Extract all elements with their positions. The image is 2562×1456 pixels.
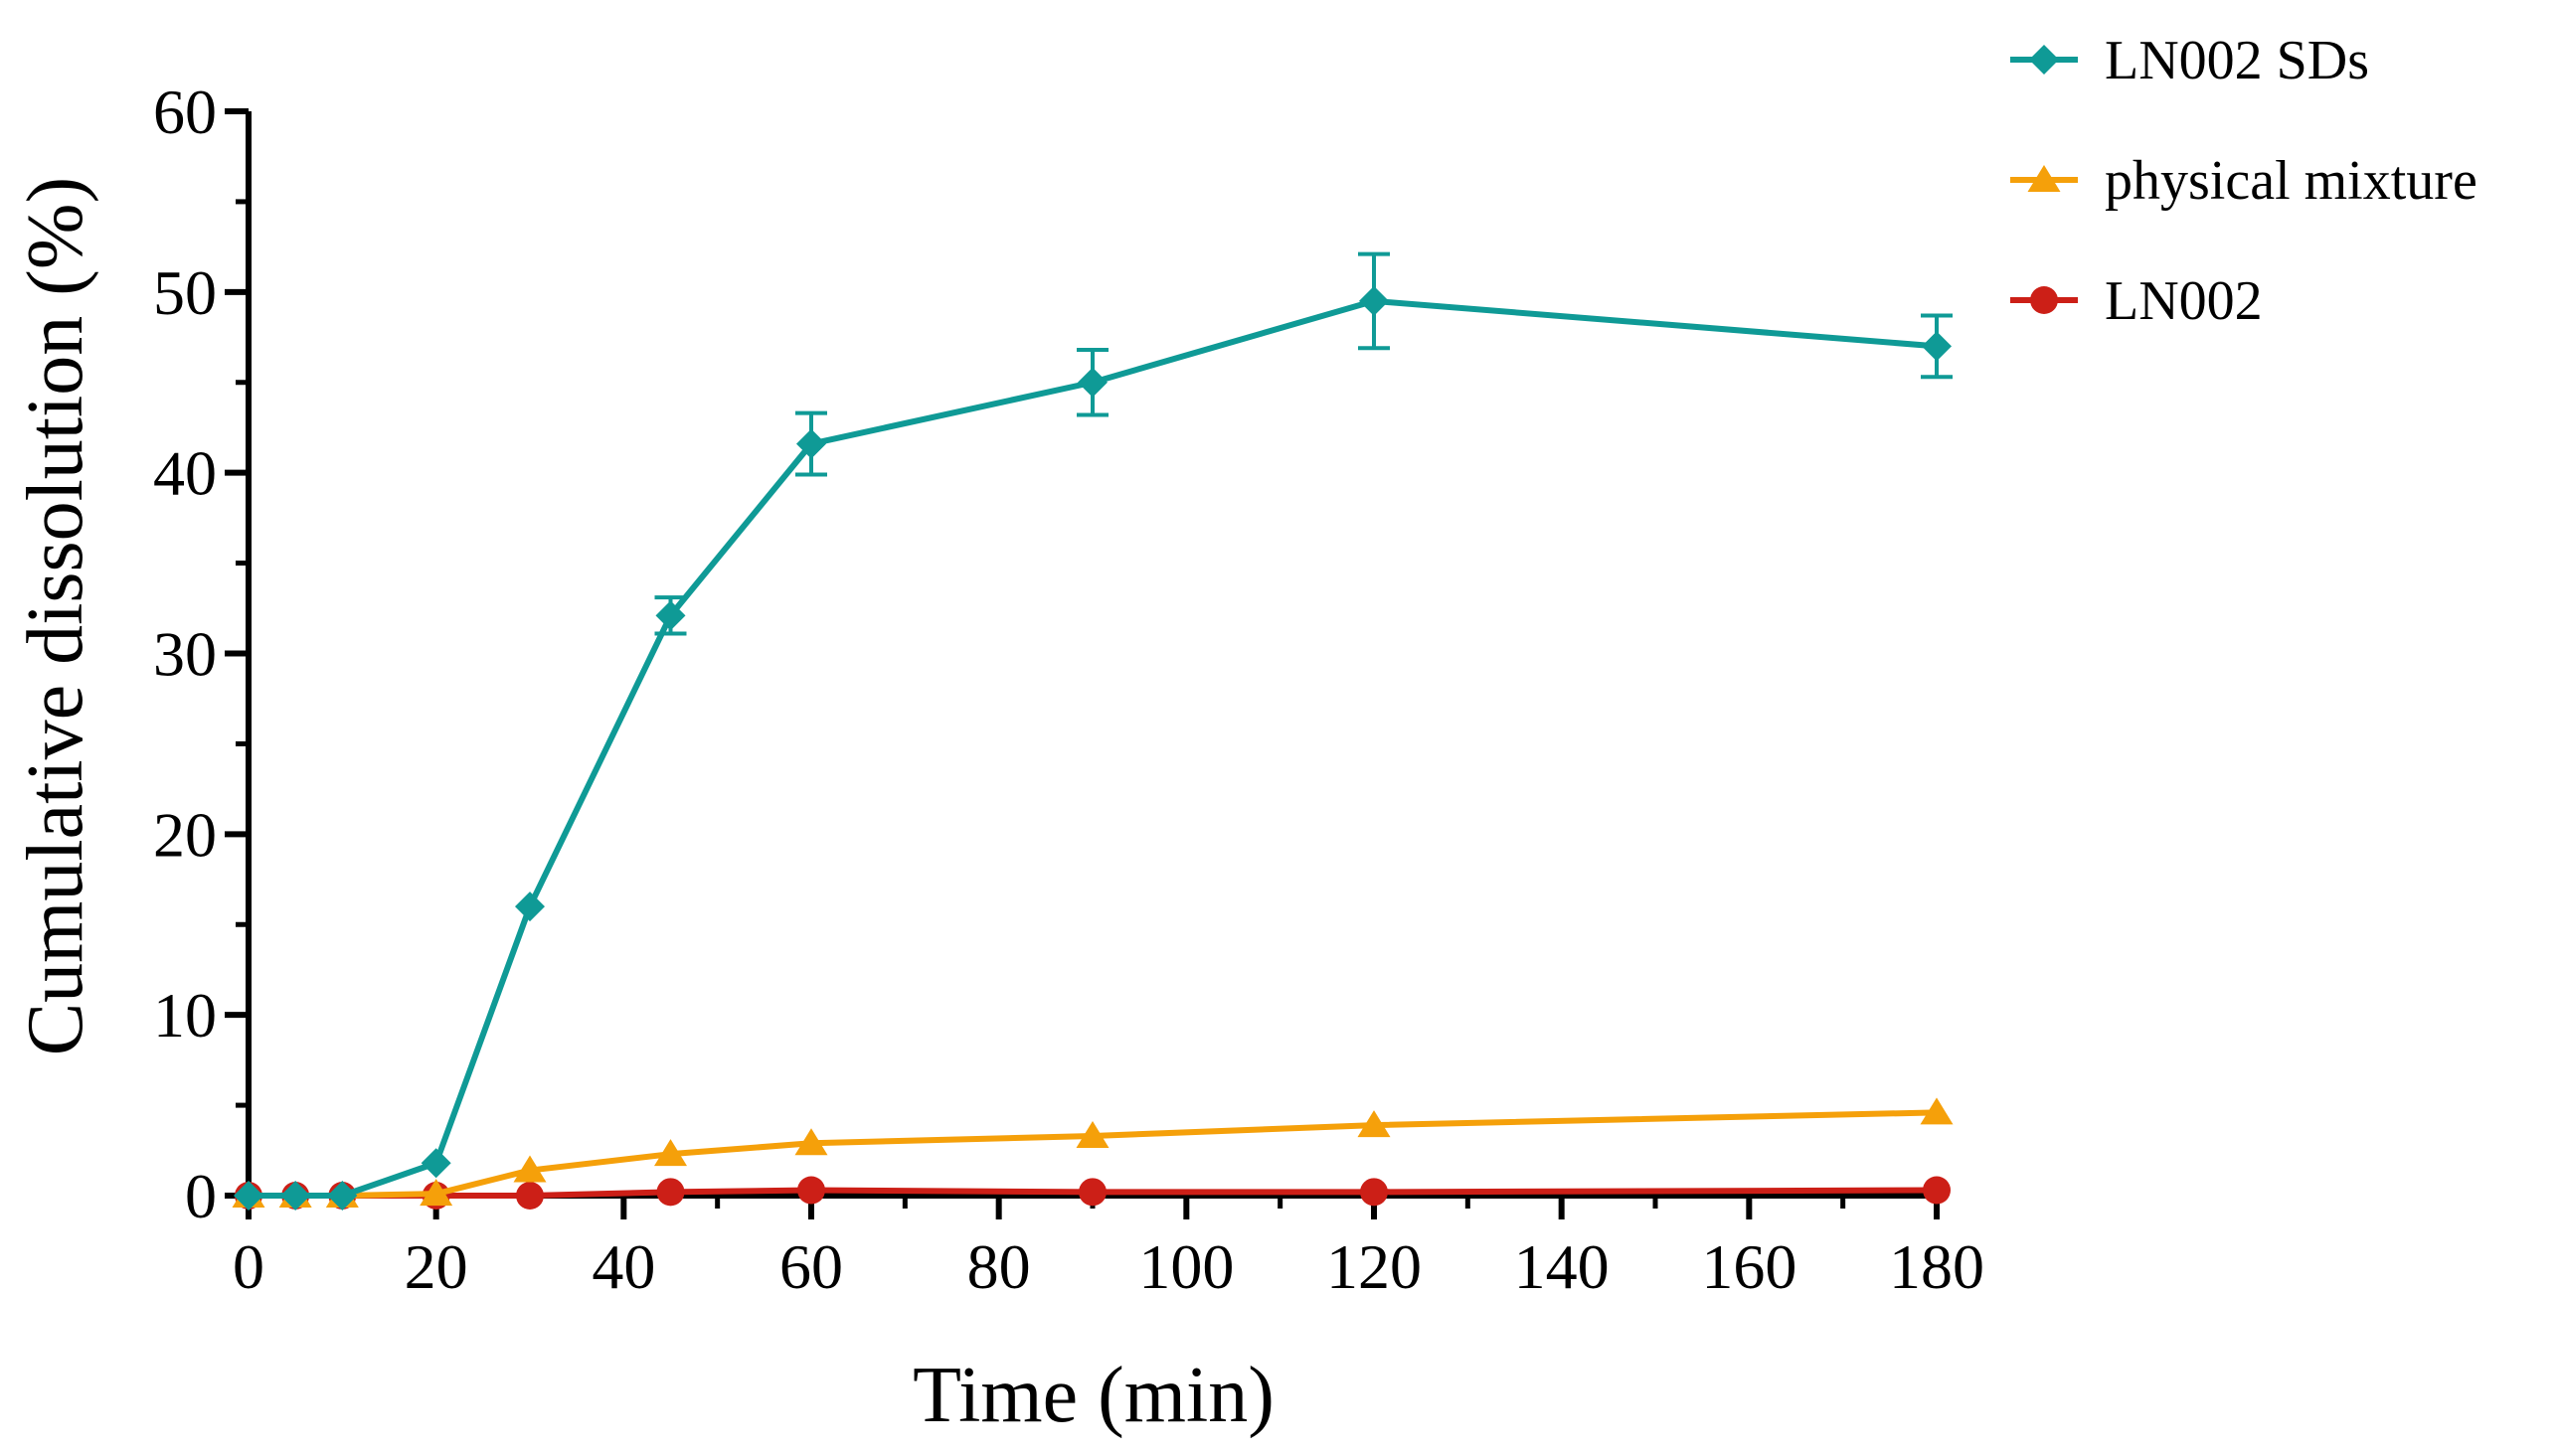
data-point [797, 1176, 825, 1205]
x-tick-label: 160 [1701, 1231, 1796, 1302]
y-tick-label: 10 [153, 980, 217, 1051]
series-line [249, 297, 1938, 1199]
data-point [794, 1128, 828, 1156]
data-point [1359, 285, 1389, 316]
data-point [515, 891, 545, 922]
data-point [327, 1181, 358, 1211]
legend-item: LN002 SDs [2010, 30, 2369, 91]
y-tick-label: 40 [153, 438, 217, 509]
data-point [1357, 1110, 1391, 1138]
x-tick-label: 60 [779, 1231, 843, 1302]
data-point [1922, 331, 1952, 362]
data-point [1076, 1120, 1110, 1148]
x-tick-label: 20 [405, 1231, 468, 1302]
legend: LN002 SDs physical mixture LN002 [2010, 30, 2477, 332]
axes: 0 10 20 30 40 50 60 0 20 40 60 80 100 120 140 160 180 [153, 77, 1984, 1302]
legend-label: LN002 SDs [2105, 30, 2369, 91]
y-tick-label: 60 [153, 77, 217, 147]
data-point [1078, 367, 1108, 398]
series-layer [232, 251, 1954, 1211]
x-axis-title: Time (min) [913, 1352, 1275, 1439]
legend-item: physical mixture [2010, 150, 2477, 212]
data-point [654, 1139, 687, 1167]
x-tick-label: 0 [233, 1231, 264, 1302]
data-point [655, 600, 686, 631]
data-point [1360, 1178, 1388, 1207]
series-ln002-sds [234, 251, 1953, 1211]
data-point [796, 428, 826, 459]
y-tick-label: 20 [153, 799, 217, 870]
legend-marker [2029, 45, 2059, 75]
data-point [1920, 1097, 1954, 1125]
legend-label: physical mixture [2105, 150, 2477, 212]
x-tick-label: 180 [1889, 1231, 1984, 1302]
data-point [280, 1181, 311, 1211]
legend-label: LN002 [2105, 270, 2263, 332]
data-point [656, 1178, 685, 1207]
x-tick-label: 80 [967, 1231, 1031, 1302]
y-tick-label: 30 [153, 619, 217, 690]
data-point [516, 1182, 544, 1210]
x-tick-label: 140 [1514, 1231, 1610, 1302]
y-tick-label: 50 [153, 257, 217, 328]
data-point [513, 1155, 547, 1183]
legend-item: LN002 [2010, 270, 2263, 332]
x-tick-label: 120 [1326, 1231, 1422, 1302]
data-point [234, 1181, 263, 1211]
data-point [420, 1179, 453, 1207]
legend-marker [2027, 165, 2061, 192]
data-point [1079, 1178, 1107, 1207]
data-point [421, 1148, 451, 1179]
legend-marker [2030, 286, 2058, 314]
x-tick-label: 100 [1138, 1231, 1234, 1302]
y-axis-title: Cumulative dissolution (%) [12, 177, 99, 1055]
y-tick-label: 0 [185, 1161, 217, 1231]
data-point [1923, 1176, 1951, 1205]
x-tick-label: 40 [592, 1231, 655, 1302]
